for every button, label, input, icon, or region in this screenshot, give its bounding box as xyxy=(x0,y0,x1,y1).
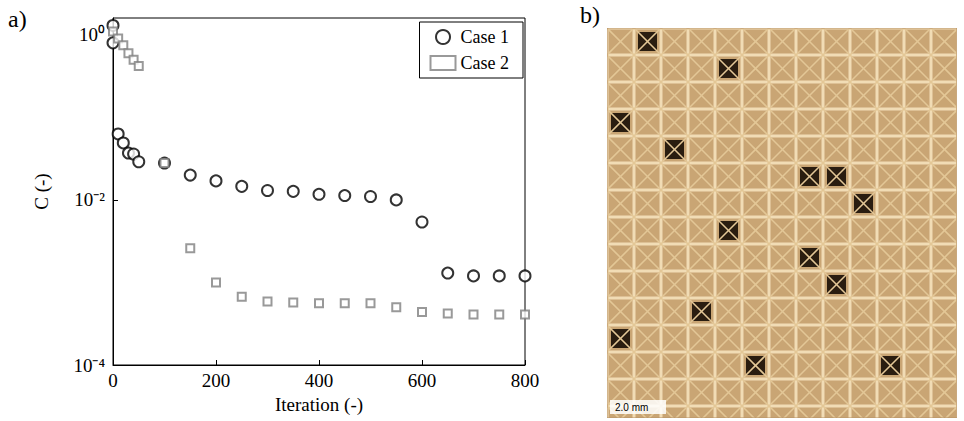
html-text:a): a) xyxy=(8,6,27,32)
svg-text:Case 2: Case 2 xyxy=(461,53,510,73)
svg-text:0: 0 xyxy=(108,370,118,391)
svg-text:200: 200 xyxy=(202,370,231,391)
svg-text:C (-): C (-) xyxy=(31,173,53,209)
svg-text:600: 600 xyxy=(408,370,437,391)
svg-text:800: 800 xyxy=(511,370,540,391)
svg-text:10⁻²: 10⁻² xyxy=(74,189,105,210)
svg-text:2.0 mm: 2.0 mm xyxy=(615,402,648,413)
svg-text:Case 1: Case 1 xyxy=(461,27,510,47)
svg-text:400: 400 xyxy=(305,370,334,391)
html-text:b): b) xyxy=(580,2,600,28)
svg-text:Iteration (-): Iteration (-) xyxy=(275,394,363,416)
svg-text:10⁰: 10⁰ xyxy=(79,24,105,45)
svg-text:10⁻⁴: 10⁻⁴ xyxy=(73,355,105,376)
